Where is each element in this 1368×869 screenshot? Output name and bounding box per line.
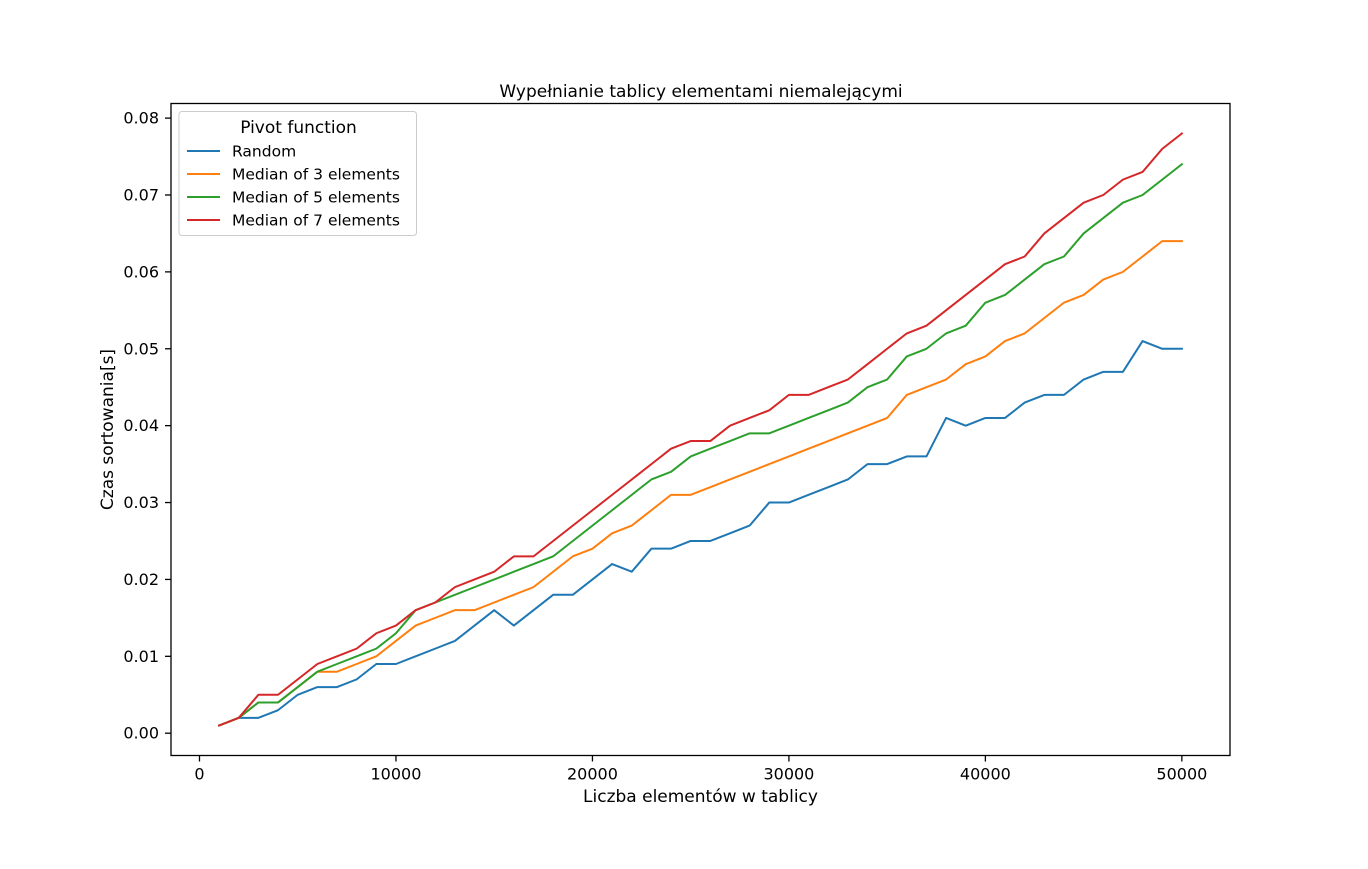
x-axis-label: Liczba elementów w tablicy: [583, 787, 818, 807]
y-tick-label: 0.06: [123, 262, 159, 281]
legend-box: [178, 111, 417, 236]
plot-area-frame: [170, 102, 1231, 757]
x-tick-label: 20000: [567, 765, 618, 784]
legend-entries: Random Median of 3 elements Median of 5 el…: [187, 143, 400, 230]
y-tick-label: 0.00: [123, 724, 159, 743]
x-tick-label: 30000: [763, 765, 814, 784]
legend: Pivot function Random Median of 3 element…: [178, 111, 417, 236]
x-tick-label: 50000: [1156, 765, 1207, 784]
x-tick-label: 40000: [960, 765, 1011, 784]
y-tick-label: 0.02: [123, 570, 159, 589]
y-tick-label: 0.07: [123, 185, 159, 204]
series-line-1: [217, 340, 1183, 727]
y-tick-label: 0.05: [123, 339, 159, 358]
y-tick-label: 0.08: [123, 109, 159, 128]
chart-title: Wypełnianie tablicy elementami niemaleją…: [499, 82, 902, 102]
y-tick-label: 0.04: [123, 416, 159, 435]
legend-label: Random: [232, 143, 296, 161]
legend-label: Median of 7 elements: [232, 212, 400, 230]
series-line-2: [217, 240, 1183, 727]
legend-label: Median of 5 elements: [232, 189, 400, 207]
y-tick-label: 0.01: [123, 647, 159, 666]
series-layer: [217, 132, 1184, 727]
y-axis: 0.00 0.01 0.02 0.03 0.04 0.05 0.06 0.07 0.08: [123, 109, 171, 743]
x-tick-label: 10000: [371, 765, 422, 784]
x-axis: 0 10000 20000 30000 40000 50000: [194, 755, 1207, 784]
legend-label: Median of 3 elements: [232, 166, 400, 184]
series-line-4: [217, 132, 1184, 727]
legend-title: Pivot function: [240, 118, 357, 138]
y-tick-label: 0.03: [123, 493, 159, 512]
series-line-3: [217, 162, 1184, 727]
x-tick-label: 0: [194, 765, 204, 784]
y-axis-label: Czas sortowania[s]: [98, 349, 118, 510]
